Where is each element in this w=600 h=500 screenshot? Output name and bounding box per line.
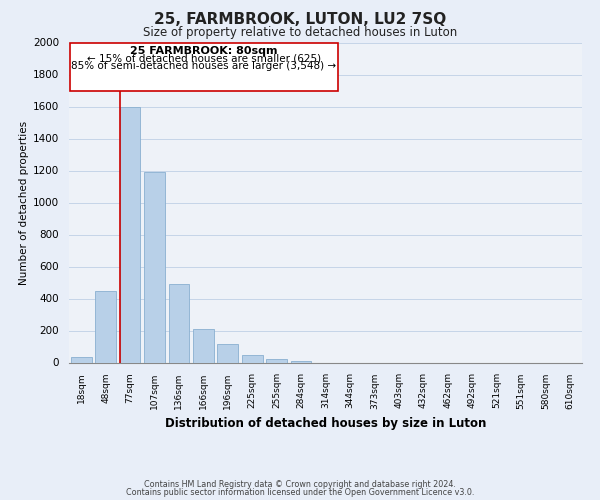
Text: 25, FARMBROOK, LUTON, LU2 7SQ: 25, FARMBROOK, LUTON, LU2 7SQ: [154, 12, 446, 28]
Bar: [71, 357, 92, 362]
Text: Size of property relative to detached houses in Luton: Size of property relative to detached ho…: [143, 26, 457, 39]
X-axis label: Distribution of detached houses by size in Luton: Distribution of detached houses by size …: [165, 417, 486, 430]
Bar: [193, 329, 214, 362]
FancyBboxPatch shape: [70, 42, 338, 90]
Text: 85% of semi-detached houses are larger (3,548) →: 85% of semi-detached houses are larger (…: [71, 61, 337, 71]
Bar: [217, 344, 238, 362]
Bar: [144, 172, 165, 362]
Bar: [242, 356, 263, 362]
Text: ← 15% of detached houses are smaller (625): ← 15% of detached houses are smaller (62…: [87, 54, 321, 64]
Bar: [169, 284, 190, 362]
Text: Contains HM Land Registry data © Crown copyright and database right 2024.: Contains HM Land Registry data © Crown c…: [144, 480, 456, 489]
Bar: [95, 290, 116, 362]
Text: 25 FARMBROOK: 80sqm: 25 FARMBROOK: 80sqm: [130, 46, 278, 56]
Bar: [266, 360, 287, 362]
Y-axis label: Number of detached properties: Number of detached properties: [19, 120, 29, 284]
Text: Contains public sector information licensed under the Open Government Licence v3: Contains public sector information licen…: [126, 488, 474, 497]
Bar: [290, 361, 311, 362]
Bar: [119, 106, 140, 362]
